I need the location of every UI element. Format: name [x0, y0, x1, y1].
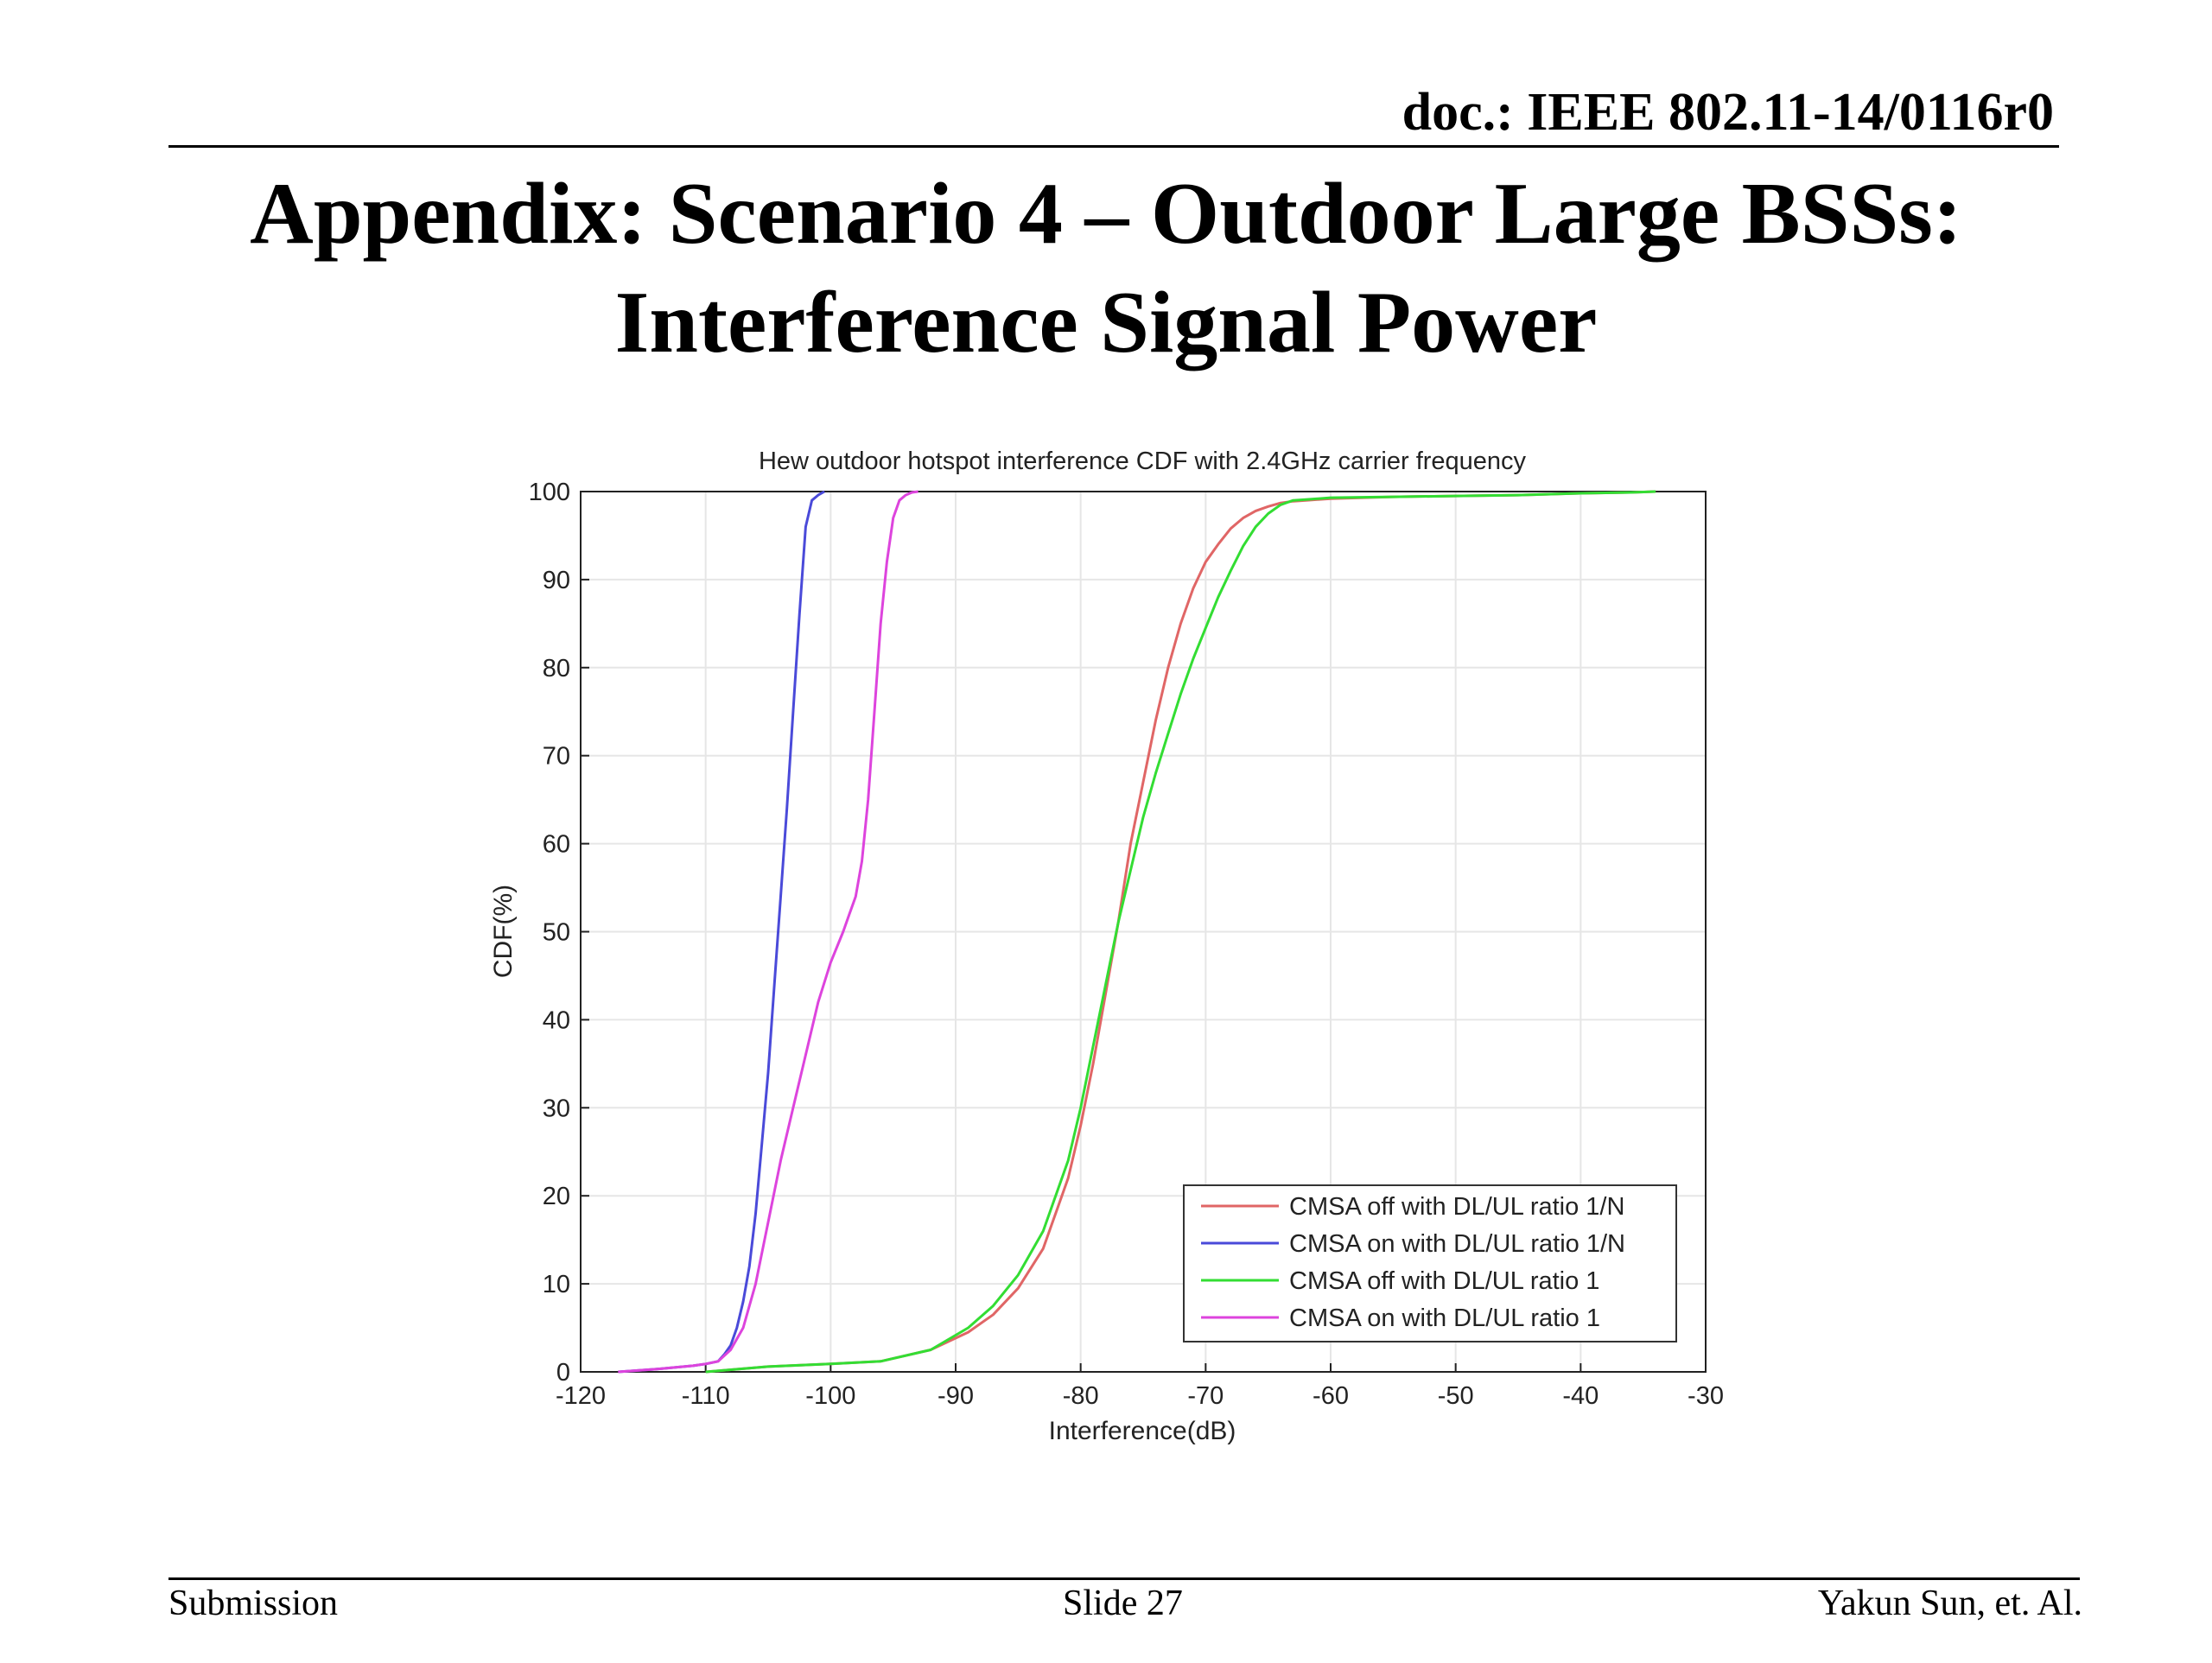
x-tick-label: -80	[1063, 1382, 1099, 1410]
grid	[580, 491, 1707, 1373]
x-tick-label: -30	[1688, 1382, 1724, 1410]
series-lines	[618, 490, 1656, 1374]
x-tick-label: -50	[1438, 1382, 1474, 1410]
x-tick-label: -70	[1187, 1382, 1224, 1410]
y-tick-label: 60	[543, 831, 570, 859]
footer-submission: Submission	[168, 1584, 339, 1623]
x-tick-label: -100	[805, 1382, 855, 1410]
x-tick-label: -90	[938, 1382, 974, 1410]
legend-entry-label: CMSA on with DL/UL ratio 1/N	[1289, 1230, 1625, 1258]
header-divider	[168, 145, 2059, 148]
footer-slide-number: Slide 27	[1063, 1584, 1183, 1623]
y-tick-label: 30	[543, 1095, 570, 1122]
chart-title: Hew outdoor hotspot interference CDF wit…	[759, 447, 1527, 475]
slide-title-line-1: Appendix: Scenario 4 – Outdoor Large BSS…	[250, 165, 1962, 263]
legend-box	[1183, 1184, 1677, 1342]
y-axis-label: CDF(%)	[489, 885, 518, 978]
y-tick-label: 100	[529, 479, 570, 506]
y-tick-label: 40	[543, 1006, 570, 1034]
doc-id: doc.: IEEE 802.11-14/0116r0	[1402, 83, 2054, 142]
x-tick-label: -120	[556, 1382, 606, 1410]
y-tick-label: 10	[543, 1271, 570, 1298]
y-tick-label: 70	[543, 743, 570, 771]
y-tick-label: 20	[543, 1183, 570, 1210]
footer-author: Yakun Sun, et. Al.	[1817, 1584, 2082, 1623]
axes-ticks: -120 -110 -100 -90 -80 -70 -60 -50 -40 -30 0 10 20 30…	[529, 479, 1724, 1410]
legend-entry-label: CMSA on with DL/UL ratio 1	[1289, 1304, 1600, 1332]
x-tick-label: -110	[682, 1382, 730, 1410]
legend-entry-label: CMSA off with DL/UL ratio 1	[1289, 1267, 1599, 1295]
slide-title-line-2: Interference Signal Power	[614, 274, 1598, 371]
slide-title: Appendix: Scenario 4 – Outdoor Large BSS…	[0, 160, 2212, 378]
series-line-3	[705, 490, 1656, 1374]
y-tick-label: 0	[556, 1359, 570, 1387]
y-tick-label: 50	[543, 919, 570, 947]
x-axis-label: Interference(dB)	[1049, 1417, 1236, 1445]
legend-entry-label: CMSA off with DL/UL ratio 1/N	[1289, 1193, 1624, 1221]
x-tick-label: -60	[1313, 1382, 1349, 1410]
y-tick-label: 80	[543, 655, 570, 682]
series-line-4	[618, 490, 918, 1374]
y-tick-label: 90	[543, 567, 570, 594]
footer-divider	[168, 1577, 2080, 1580]
legend: CMSA off with DL/UL ratio 1/N CMSA on wit…	[1183, 1184, 1677, 1342]
x-tick-label: -40	[1562, 1382, 1599, 1410]
